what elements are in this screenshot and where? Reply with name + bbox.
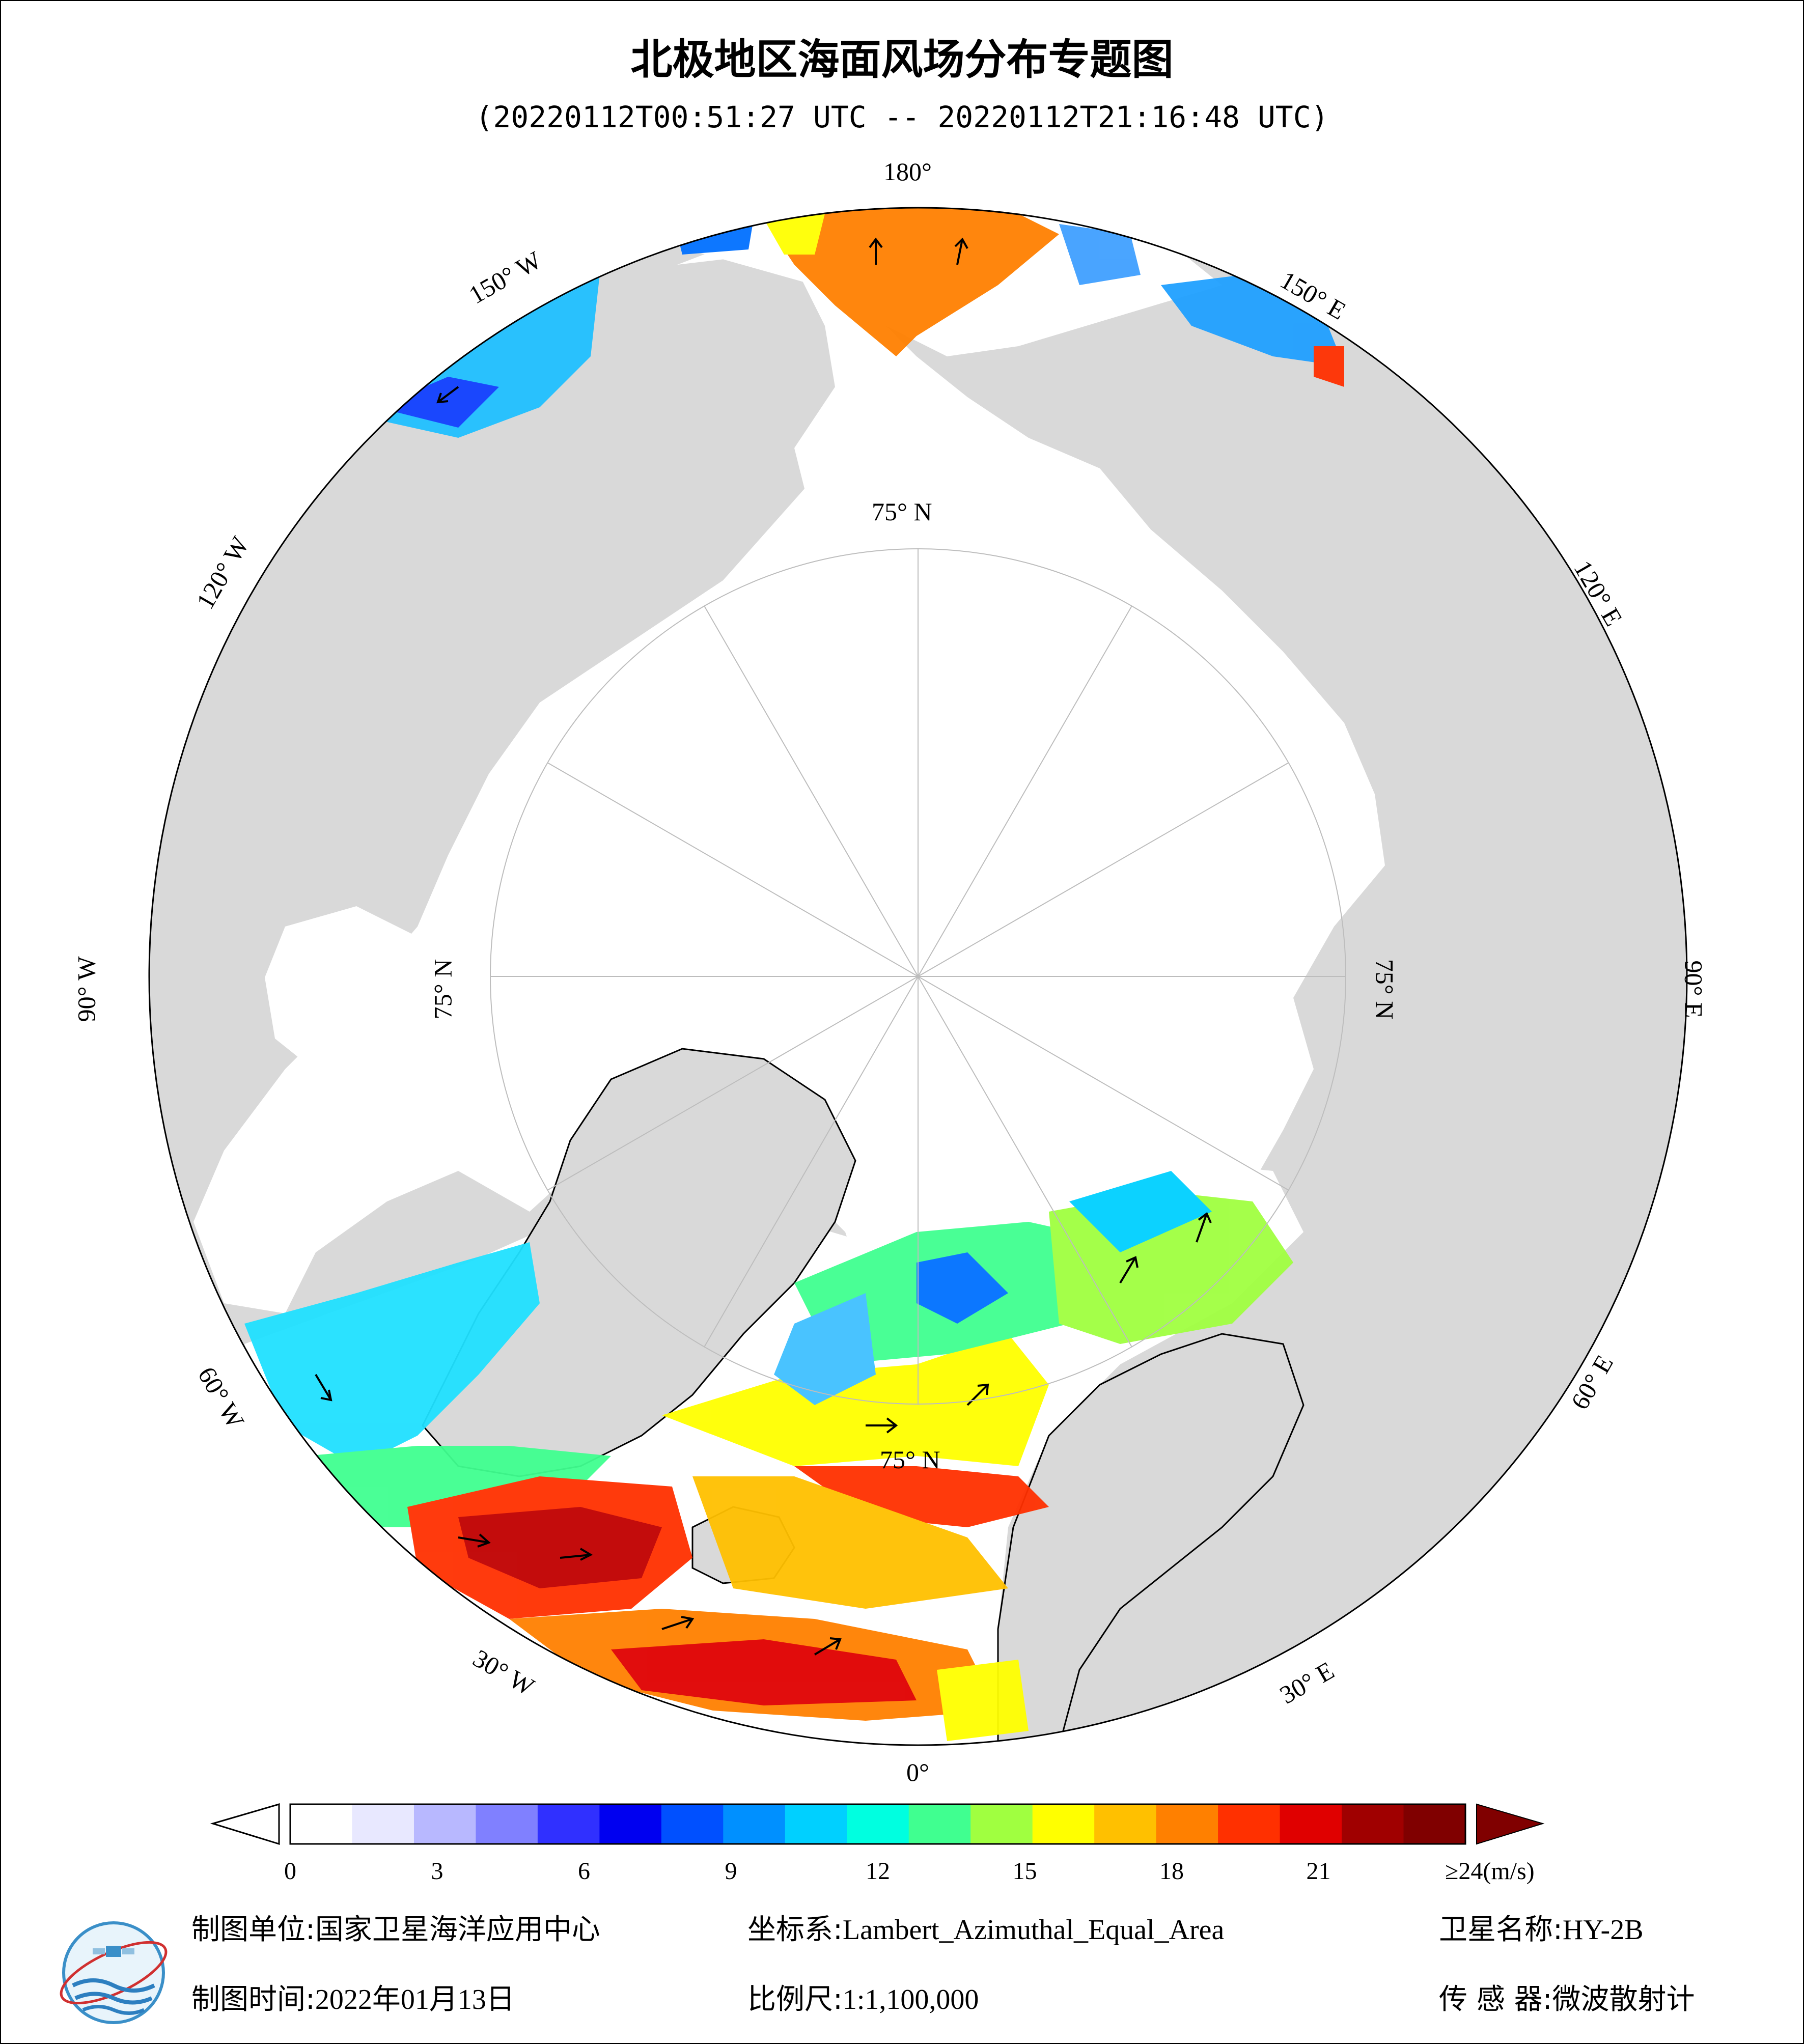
colorbar-tick-label: ≥24(m/s) [1445,1858,1535,1885]
hudson-bay [265,906,438,1079]
map-outline [148,207,1688,1746]
footer-unit: 制图单位:国家卫星海洋应用中心 [191,1907,600,1948]
colorbar-tick-label: 21 [1306,1858,1331,1885]
lon-label-90e: 90° E [1679,960,1708,1018]
footer-unit-label: 制图单位: [191,1913,315,1946]
footer-crs: 坐标系:Lambert_Azimuthal_Equal_Area [747,1907,1224,1948]
map-title: 北极地区海面风场分布专题图 [630,36,1174,84]
lat-label-bottom: 75° N [880,1445,940,1474]
lon-label-180: 180° [883,157,932,186]
footer-sat-label: 卫星名称: [1439,1913,1563,1946]
footer-satellite: 卫星名称:HY-2B [1439,1907,1644,1948]
footer-date: 制图时间:2022年01月13日 [191,1976,515,2018]
lon-label-0: 0° [906,1758,929,1786]
colorbar-tick-label: 18 [1159,1858,1184,1885]
colorbar-tick-label: 9 [725,1858,737,1885]
footer-scale: 比例尺:1:1,100,000 [747,1976,979,2018]
footer-sensor-label: 传 感 器: [1439,1983,1552,2016]
footer-scale-label: 比例尺: [747,1983,843,2016]
footer-date-label: 制图时间: [191,1983,315,2016]
graticule [490,548,1346,1405]
footer-sat-value: HY-2B [1562,1914,1644,1946]
colorbar-tick-label: 6 [578,1858,590,1885]
footer-sensor-value: 微波散射计 [1552,1983,1695,2016]
footer-unit-value: 国家卫星海洋应用中心 [315,1913,600,1946]
lon-label-90w: 90° W [72,956,101,1022]
polar-map [148,207,1688,1746]
colorbar-tick-label: 3 [431,1858,443,1885]
colorbar-tick-label: 12 [866,1858,890,1885]
nsoas-logo-icon [60,1921,168,2024]
colorbar-tick-label: 15 [1012,1858,1037,1885]
time-range-subtitle: (20220112T00:51:27 UTC -- 20220112T21:16… [475,100,1329,134]
lat-label-left: 75° N [428,959,457,1020]
lat-label-right: 75° N [1370,959,1399,1020]
footer-scale-value: 1:1,100,000 [842,1984,979,2015]
lat-label-top: 75° N [872,497,932,526]
footer-sensor: 传 感 器:微波散射计 [1439,1976,1695,2018]
colorbar-tick-label: 0 [284,1858,296,1885]
footer-crs-value: Lambert_Azimuthal_Equal_Area [842,1914,1225,1946]
footer-date-value: 2022年01月13日 [315,1984,515,2015]
wind-swath-atlantic [244,1171,1293,1741]
arctic-ocean-ice [193,239,1385,1476]
footer-crs-label: 坐标系: [747,1913,843,1946]
wind-swath-pacific [367,208,1344,438]
wind-arrows [315,237,1212,1656]
